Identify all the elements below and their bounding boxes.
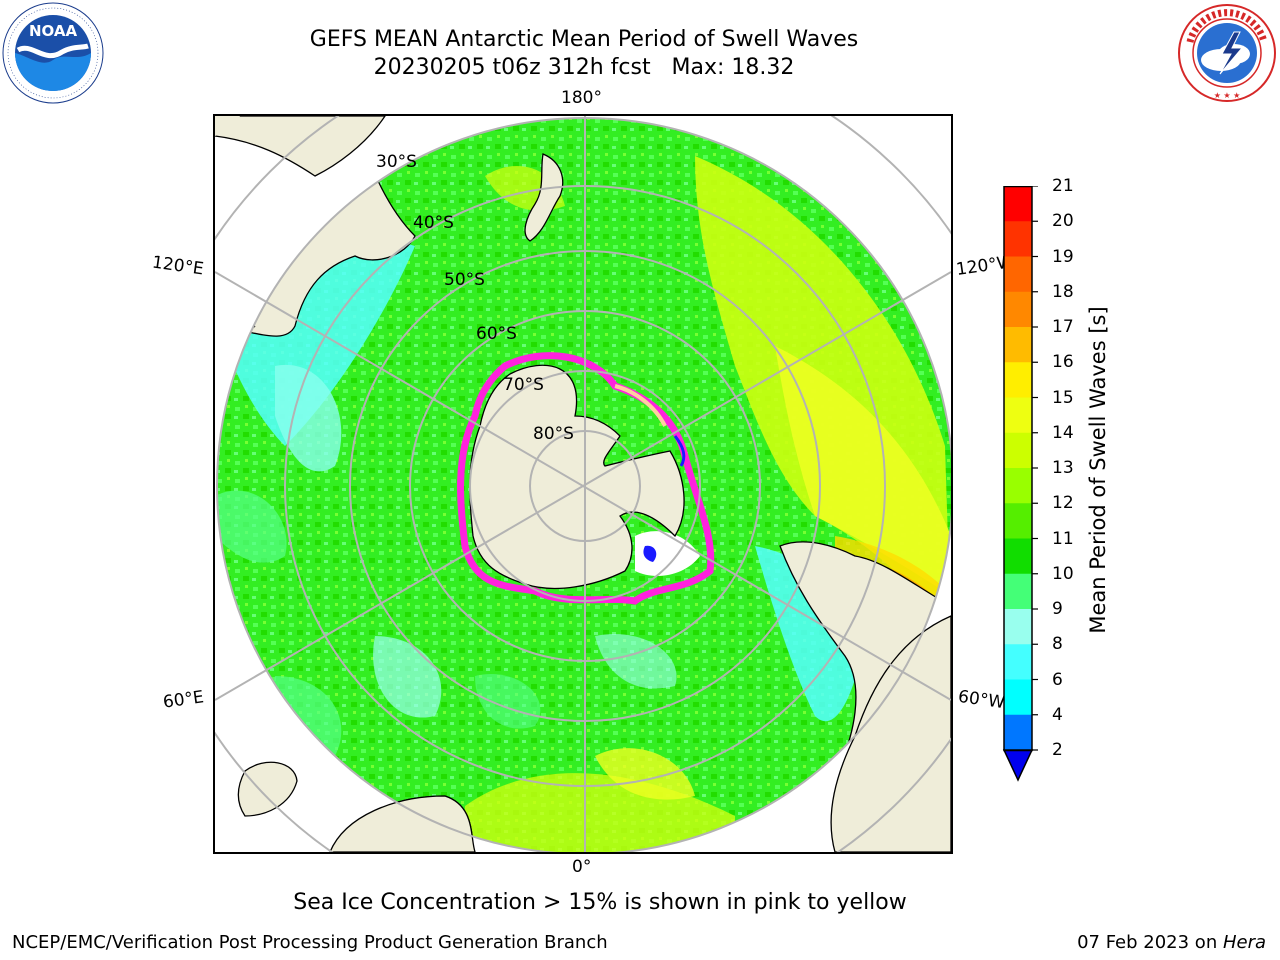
colorbar-tick-label: 19 xyxy=(1052,246,1074,267)
colorbar-segment xyxy=(1004,609,1032,645)
noaa-logo: NOAA xyxy=(2,2,104,104)
polar-map xyxy=(213,114,953,854)
lon-label-60e: 60°E xyxy=(161,687,206,713)
graticule xyxy=(215,116,951,852)
colorbar-segment xyxy=(1004,256,1032,293)
colorbar-segment xyxy=(1004,468,1032,504)
colorbar-tick-label: 12 xyxy=(1052,493,1074,514)
lat-label-80s: 80°S xyxy=(533,424,574,444)
colorbar-segment xyxy=(1004,397,1032,434)
lat-label-50s: 50°S xyxy=(444,270,485,290)
colorbar-tick-label: 8 xyxy=(1052,634,1063,655)
colorbar-tick-label: 9 xyxy=(1052,599,1063,619)
colorbar-tick-label: 4 xyxy=(1052,704,1063,725)
lon-label-60w: 60°W xyxy=(956,686,1007,714)
lon-label-180: 180° xyxy=(561,88,602,108)
colorbar-segment xyxy=(1004,644,1032,680)
colorbar-label: Mean Period of Swell Waves [s] xyxy=(1086,306,1110,634)
run-date-prefix: 07 Feb 2023 on xyxy=(1077,932,1223,953)
colorbar-segment xyxy=(1004,503,1032,539)
colorbar-tick-label: 2 xyxy=(1052,740,1063,760)
sea-ice-weddell xyxy=(635,531,700,576)
nws-logo: ★ ★ ★ xyxy=(1176,2,1278,104)
colorbar-ticks: 21 20 19 18 17 16 15 14 13 12 11 10 9 8 6 4 2 xyxy=(1052,176,1112,776)
colorbar-tick-label: 20 xyxy=(1052,211,1074,232)
chart-subtitle: 20230205 t06z 312h fcst Max: 18.32 xyxy=(373,55,795,80)
lat-label-30s: 30°S xyxy=(376,152,417,172)
run-host: Hera xyxy=(1222,932,1266,953)
lon-label-120e: 120°E xyxy=(150,252,205,280)
colorbar-segment xyxy=(1004,327,1032,363)
run-date: 07 Feb 2023 on Hera xyxy=(1077,932,1266,953)
colorbar-tick-label: 15 xyxy=(1052,387,1074,408)
noaa-logo-graphic: NOAA xyxy=(2,2,104,104)
colorbar-tick-label: 11 xyxy=(1052,528,1074,549)
colorbar-segment xyxy=(1004,362,1032,398)
antarctica xyxy=(469,364,685,590)
colorbar-tick-label: 17 xyxy=(1052,317,1074,337)
colorbar-graphic xyxy=(1002,185,1038,782)
colorbar-segment xyxy=(1004,679,1032,716)
colorbar-extend-triangle xyxy=(1002,749,1034,782)
colorbar-tick-label: 14 xyxy=(1052,422,1074,443)
map-canvas xyxy=(215,116,951,852)
colorbar-tick-label: 18 xyxy=(1052,281,1074,302)
colorbar-tick-label: 6 xyxy=(1052,669,1063,690)
colorbar-tick-label: 10 xyxy=(1052,563,1074,584)
credit-line: NCEP/EMC/Verification Post Processing Pr… xyxy=(12,932,608,953)
noaa-logo-text: NOAA xyxy=(29,22,78,40)
colorbar-tick-label: 16 xyxy=(1052,352,1074,373)
colorbar-segment xyxy=(1004,432,1032,469)
colorbar-segment xyxy=(1004,573,1032,610)
colorbar-segment xyxy=(1004,538,1032,575)
lon-label-0: 0° xyxy=(572,857,592,877)
colorbar-segment xyxy=(1004,714,1032,751)
sea-ice-note: Sea Ice Concentration > 15% is shown in … xyxy=(293,890,907,915)
land-outside-disc xyxy=(215,116,951,852)
lat-label-60s: 60°S xyxy=(476,324,517,344)
lat-label-40s: 40°S xyxy=(413,213,454,233)
colorbar-segment xyxy=(1004,186,1032,222)
colorbar xyxy=(1000,185,1040,786)
nws-logo-graphic: ★ ★ ★ xyxy=(1178,4,1276,102)
svg-text:★ ★ ★: ★ ★ ★ xyxy=(1214,91,1241,100)
colorbar-tick-label: 21 xyxy=(1052,176,1074,196)
chart-title: GEFS MEAN Antarctic Mean Period of Swell… xyxy=(309,27,859,52)
lat-label-70s: 70°S xyxy=(503,375,544,395)
colorbar-tick-label: 13 xyxy=(1052,458,1074,478)
colorbar-segment xyxy=(1004,291,1032,328)
colorbar-segment xyxy=(1004,221,1032,257)
